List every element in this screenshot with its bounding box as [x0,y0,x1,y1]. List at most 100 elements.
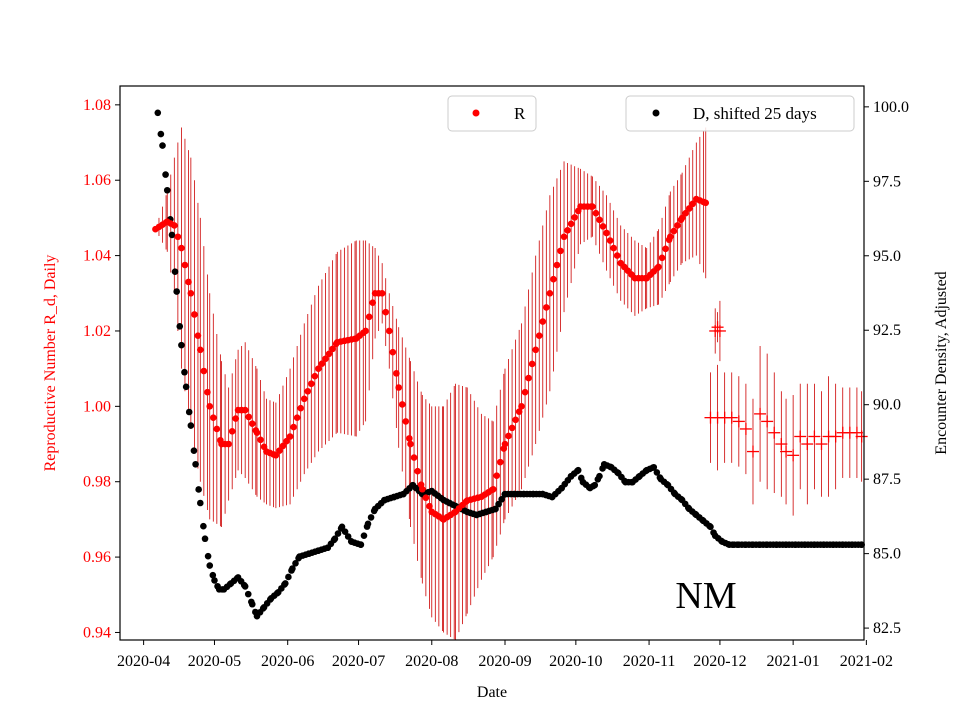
d-point-19 [200,522,207,530]
d-point-17 [195,486,202,493]
d-point-18 [197,499,204,507]
r-point-19 [213,425,221,433]
r-proj-point-7 [732,415,745,428]
r-point-49 [311,372,319,380]
y-right-tick-label-1: 85.0 [873,546,901,563]
r-point-166 [685,205,693,212]
r-point-40 [279,442,287,450]
x-axis: 2020-04 2020-05 2020-06 2020-07 2020-08 2020-… [117,640,893,670]
r-point-6 [171,222,178,229]
r-point-161 [670,227,678,235]
r-point-66 [365,313,373,321]
r-point-115 [518,403,525,410]
d-point-79 [341,528,349,535]
d-point-55 [285,573,292,581]
d-point-90 [367,514,375,521]
x-tick-label-0: 2020-04 [117,653,170,670]
r-proj-point-14 [780,445,793,458]
r-point-25 [232,415,240,422]
r-point-32 [253,429,261,437]
state-annotation: NM [675,575,736,617]
legend-r: R [447,95,537,132]
r-proj-point-13 [775,438,788,451]
r-point-165 [682,209,689,217]
r-point-9 [181,261,189,269]
r-point-7 [174,233,182,241]
r-point-164 [678,214,686,222]
r-point-108 [496,458,504,466]
d-point-58 [292,560,299,567]
y-left-tick-label-1: 0.96 [83,549,111,566]
d-point-7 [171,268,179,276]
d-point-23 [209,571,217,579]
d-point-231 [707,523,714,531]
r-point-167 [689,200,697,208]
r-point-23 [225,440,232,448]
r-point-107 [493,472,501,479]
r-point-129 [567,220,575,228]
r-point-15 [200,367,208,375]
d-point-15 [190,447,198,455]
legend-r-label: R [514,104,526,123]
r-point-10 [185,278,192,286]
r-point-17 [206,403,214,410]
r-point-73 [389,348,397,356]
r-point-83 [419,485,426,493]
d-point-6 [168,231,176,239]
y-axis-left: 0.94 0.96 0.98 1.00 1.02 1.04 1.06 1.08 [83,97,120,641]
r-point-51 [318,360,326,368]
d-point-22 [206,562,214,569]
r-proj-point-15 [787,449,800,462]
y-axis-right-label: Encounter Density, Adjusted [933,271,950,454]
r-point-71 [382,308,390,316]
y-left-tick-label-7: 1.08 [83,97,111,114]
y-left-tick-label-0: 0.94 [83,624,111,641]
y-right-tick-label-5: 95.0 [873,248,901,265]
d-point-13 [185,408,193,416]
d-point-89 [364,520,372,528]
d-point-78 [338,523,346,531]
r-point-136 [589,203,596,210]
r-point-120 [535,332,543,339]
r-point-137 [592,209,600,217]
d-point-182 [591,481,599,489]
r-point-39 [276,447,283,454]
d-point-140 [492,505,499,513]
r-point-75 [395,384,403,391]
r-point-85 [426,502,433,510]
d-point-86 [357,541,365,548]
r-proj-point-19 [815,438,828,451]
d-point-12 [182,383,190,391]
d-point-141 [495,500,502,508]
r-point-116 [521,388,529,396]
r-point-13 [194,332,202,339]
x-tick-label-1: 2020-05 [188,653,241,670]
r-point-156 [655,263,662,271]
legend-r-box [447,95,537,132]
r-point-119 [532,346,539,354]
r-point-65 [362,327,369,335]
y-left-tick-label-6: 1.06 [83,172,111,189]
r-point-41 [283,437,290,445]
y-axis-left-label: Reproductive Number R_d, Daily [42,255,59,472]
r-point-14 [197,346,204,354]
y-left-tick-label-2: 0.98 [83,474,111,491]
r-point-67 [369,299,377,307]
r-point-18 [210,414,217,421]
legend-d-box [625,95,855,132]
r-point-74 [393,370,400,377]
r-point-143 [613,252,621,259]
r-point-43 [290,423,297,431]
r-point-122 [543,304,550,311]
r-point-117 [525,374,532,382]
r-point-142 [610,244,617,252]
r-point-128 [564,226,571,234]
r-point-113 [512,416,519,424]
y-left-tick-label-4: 1.02 [83,323,111,340]
r-point-46 [300,395,308,403]
r-point-54 [329,345,336,353]
x-axis-label: Date [477,684,507,701]
d-point-1 [157,130,165,138]
r-proj-point-8 [739,422,752,435]
r-point-70 [378,289,386,297]
